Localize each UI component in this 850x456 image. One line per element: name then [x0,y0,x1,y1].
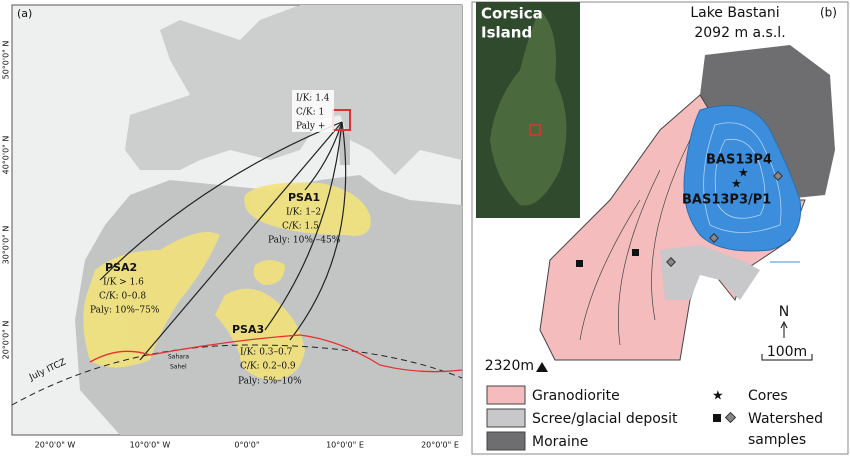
legend-label: Scree/glacial deposit [532,411,678,427]
legend-label: samples [748,432,806,448]
region-text: Paly: 10%–75% [90,306,160,316]
source-box [292,90,334,132]
bathymetry [703,122,782,233]
inset-label: Corsica [481,5,543,23]
map-title: 2092 m a.s.l. [694,25,785,41]
lat-label: 30°0'0" N [2,226,11,265]
watershed-sample [773,171,783,181]
legend-swatch [486,385,526,405]
scale-bar [761,354,813,361]
region-text: I/K: 0.3–0.7 [240,348,293,358]
watershed-sample [709,233,719,243]
europe [12,5,462,175]
watershed-sample [576,260,583,267]
core-label: BAS13P3/P1 [682,193,771,208]
region-name: PSA1 [288,191,320,204]
watershed-sample [632,249,639,256]
panel-label: (a) [17,7,32,20]
source-text: Paly + [296,122,325,132]
itcz-line [11,344,463,406]
north-arrow [780,320,788,338]
place-label: Sahara [168,354,189,361]
region-text: Paly: 10% –45% [268,236,341,246]
region-text: C/K: 0–0.8 [99,292,146,302]
region-name: PSA3 [232,323,264,336]
legend-label: Watershed [748,411,823,427]
source-text: C/K: 1 [296,108,324,118]
watershed-sample [666,257,676,267]
legend-swatch [486,408,526,428]
lake [683,105,802,252]
core-label: BAS13P4 [706,153,772,168]
region-text: C/K: 1.5 [282,222,319,232]
lon-label: 10°0'0" W [130,441,171,450]
core-marker: ★ [738,166,749,180]
arrows [99,121,347,361]
region-name: PSA2 [105,261,137,274]
region-text: I/K: 1–2 [286,208,321,218]
scree [660,245,760,300]
legend-marker [724,411,737,424]
legend-label: Granodiorite [532,388,620,404]
contours [579,139,691,346]
region-text: I/K > 1.6 [103,278,144,288]
place-label: Sahel [170,364,187,371]
inset-island [490,10,567,206]
lat-label: 50°0'0" N [2,41,11,80]
sahel-line [89,334,463,373]
core-marker: ★ [731,177,742,191]
legend-label: Cores [748,388,788,404]
psa-areas [83,182,371,380]
lon-label: 10°0'0" E [326,441,364,450]
panel-b: ★ ★ BAS13P4 BAS13P3/P1 Corsica Island La… [471,1,849,455]
legend-label: Moraine [532,434,588,450]
map-title: Lake Bastani [690,5,779,21]
moraine [700,45,835,200]
summit-marker [536,362,548,372]
inset-marker [529,124,541,136]
summit-label: 2320m [485,358,534,374]
legend-swatch [486,431,526,451]
legend-marker: ★ [712,389,724,404]
lon-label: 20°0'0" W [35,441,76,450]
source-text: I/K: 1.4 [296,94,330,104]
region-text: C/K: 0.2–0.9 [240,362,296,372]
lon-label: 20°0'0" E [421,441,459,450]
inset-label: Island [481,24,532,42]
lat-label: 20°0'0" N [2,321,11,360]
lat-label: 40°0'0" N [2,136,11,175]
panel-label: (b) [820,6,837,20]
region-text: Paly: 5%–10% [238,377,302,387]
lon-label: 0°0'0" [234,441,259,450]
north-label: N [779,304,789,320]
legend-marker [713,414,721,422]
scale-label: 100m [767,344,807,360]
panel-a: (a) I/K: 1.4 C/K: 1 Paly + PSA1 I/K: 1–2… [2,4,463,450]
